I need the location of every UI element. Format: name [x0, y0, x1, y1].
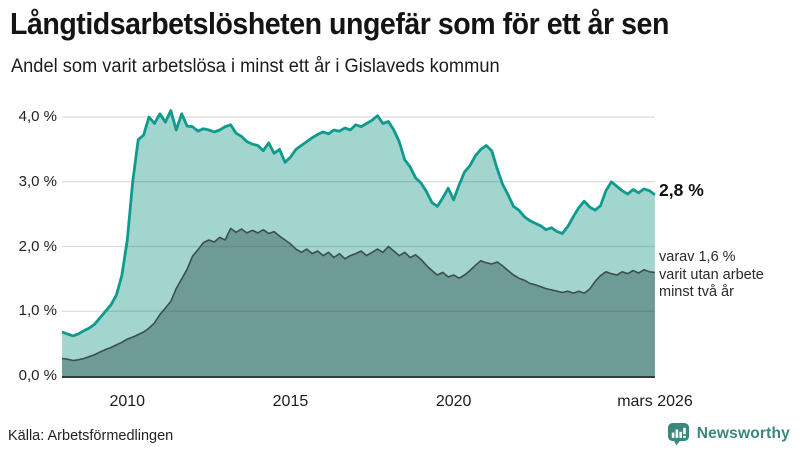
latest-value-label: 2,8 % [659, 180, 704, 200]
secondary-series-label: varav 1,6 % varit utan arbete minst två … [659, 249, 764, 300]
x-axis-label: 2010 [109, 393, 146, 410]
chart-title: Långtidsarbetslösheten ungefär som för e… [10, 6, 669, 41]
y-axis-label: 0,0 % [18, 367, 57, 384]
x-axis-label: mars 2026 [617, 393, 693, 410]
x-axis-label: 2015 [272, 393, 309, 410]
y-axis-label: 1,0 % [18, 302, 57, 320]
brand-name: Newsworthy [696, 425, 790, 442]
newsworthy-logo-icon [667, 423, 689, 446]
newsworthy-logo: Newsworthy [667, 422, 790, 446]
source-note: Källa: Arbetsförmedlingen [8, 428, 174, 444]
chart-subtitle: Andel som varit arbetslösa i minst ett å… [11, 56, 500, 77]
x-axis-label: 2020 [435, 393, 472, 410]
y-axis-label: 3,0 % [18, 172, 57, 190]
y-axis-label: 2,0 % [18, 237, 57, 255]
y-axis-label: 4,0 % [18, 108, 57, 125]
